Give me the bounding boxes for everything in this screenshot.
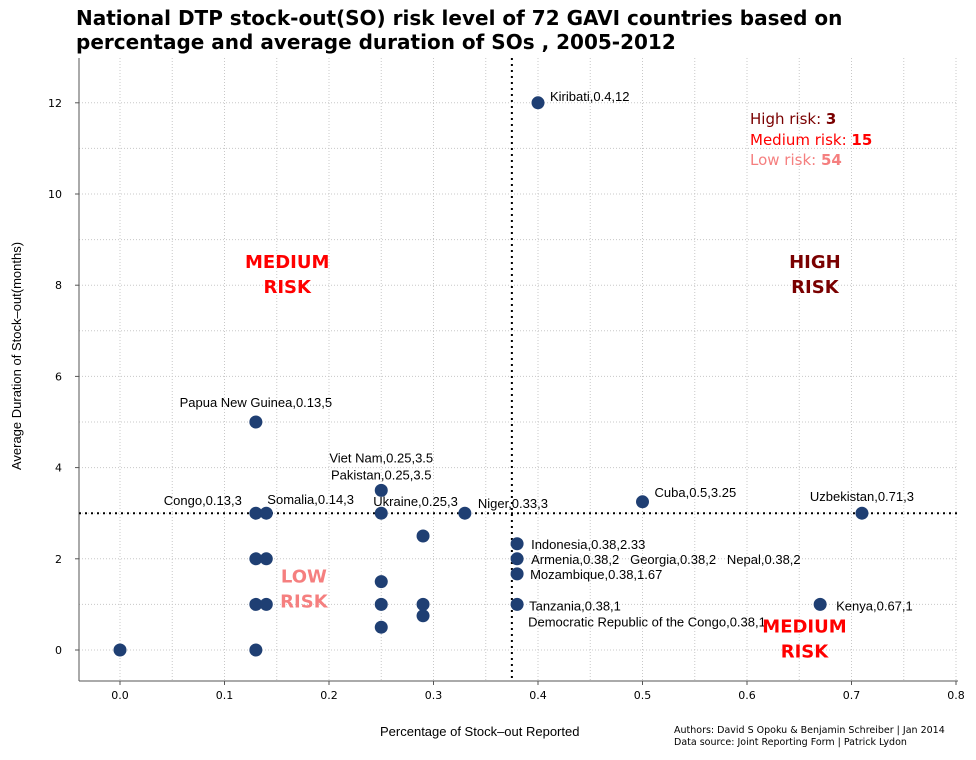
summary-medium-label: Medium risk:	[750, 131, 851, 149]
chart-title: National DTP stock-out(SO) risk level of…	[76, 6, 956, 54]
risk-zone-label: MEDIUM	[245, 252, 329, 273]
data-point	[416, 529, 430, 543]
credits-source: Data source: Joint Reporting Form | Patr…	[674, 737, 907, 748]
point-label: Armenia,0.38,2 Georgia,0.38,2 Nepal,0.38…	[531, 552, 801, 567]
data-point	[249, 552, 263, 566]
x-tick-label: 0.6	[738, 689, 756, 702]
data-point	[259, 597, 273, 611]
data-points	[113, 96, 869, 657]
data-point	[813, 597, 827, 611]
point-label: Kenya,0.67,1	[836, 598, 913, 613]
data-point	[374, 483, 388, 497]
data-point	[636, 495, 649, 509]
data-point	[416, 609, 430, 623]
x-tick-label: 0.8	[947, 689, 965, 702]
y-tick-label: 0	[55, 644, 62, 657]
x-axis-label: Percentage of Stock–out Reported	[380, 724, 580, 739]
summary-high: High risk: 3	[750, 110, 836, 128]
y-tick-label: 8	[55, 279, 62, 292]
risk-zone-label: RISK	[280, 591, 329, 612]
data-point	[249, 597, 263, 611]
summary-high-count: 3	[826, 110, 836, 128]
point-label: Viet Nam,0.25,3.5	[329, 450, 433, 465]
summary-low-label: Low risk:	[750, 151, 821, 169]
data-point	[374, 506, 388, 520]
point-label: Pakistan,0.25,3.5	[331, 467, 431, 482]
risk-zone-labels: MEDIUM RISK HIGH RISK LOW RISK MEDIUM RISK	[245, 252, 847, 663]
summary-medium: Medium risk: 15	[750, 131, 872, 149]
point-label: Democratic Republic of the Congo,0.38,1	[528, 614, 766, 629]
chart-title-line2: percentage and average duration of SOs ,…	[76, 30, 676, 54]
data-point	[510, 597, 524, 611]
data-point	[259, 552, 273, 566]
x-tick-label: 0.2	[320, 689, 338, 702]
data-point	[374, 597, 388, 611]
point-label: Kiribati,0.4,12	[550, 89, 630, 104]
point-label: Papua New Guinea,0.13,5	[180, 395, 333, 410]
grid-lines	[79, 58, 958, 681]
threshold-lines	[79, 58, 958, 681]
x-tick-label: 0.4	[529, 689, 547, 702]
risk-zone-label: LOW	[281, 566, 327, 587]
data-point	[510, 567, 524, 581]
data-point	[855, 506, 869, 520]
data-point	[416, 597, 430, 611]
point-label: Uzbekistan,0.71,3	[810, 489, 914, 504]
point-label: Congo,0.13,3	[164, 493, 242, 508]
risk-zone-label: RISK	[781, 642, 830, 663]
point-label: Cuba,0.5,3.25	[655, 485, 737, 500]
risk-zone-label: MEDIUM	[762, 617, 846, 638]
y-tick-label: 6	[55, 370, 62, 383]
x-tick-label: 0.0	[111, 689, 129, 702]
axes: 0.0 0.1 0.2 0.3 0.4 0.5 0.6 0.7 0.8 0 2 4 6 8 10 12	[48, 58, 965, 702]
y-tick-label: 2	[55, 553, 62, 566]
data-point	[249, 415, 263, 429]
point-labels: Kiribati,0.4,12 Papua New Guinea,0.13,5 Vi…	[164, 89, 914, 630]
risk-summary: High risk: 3 Medium risk: 15 Low risk: 5…	[750, 110, 872, 169]
summary-high-label: High risk:	[750, 110, 826, 128]
y-tick-label: 12	[48, 97, 62, 110]
y-tick-label: 4	[55, 462, 62, 475]
summary-low-count: 54	[821, 151, 842, 169]
credits-authors: Authors: David S Opoku & Benjamin Schrei…	[674, 725, 945, 736]
risk-zone-label: RISK	[791, 277, 840, 298]
point-label: Mozambique,0.38,1.67	[530, 567, 662, 582]
point-label: Tanzania,0.38,1	[529, 598, 621, 613]
chart-title-line1: National DTP stock-out(SO) risk level of…	[76, 6, 843, 30]
data-point	[374, 620, 388, 634]
x-tick-label: 0.7	[843, 689, 861, 702]
data-point	[113, 643, 127, 657]
summary-low: Low risk: 54	[750, 151, 842, 169]
y-tick-label: 10	[48, 188, 62, 201]
x-tick-label: 0.3	[425, 689, 443, 702]
point-label: Ukraine,0.25,3	[373, 494, 458, 509]
data-point	[259, 506, 273, 520]
risk-zone-label: RISK	[263, 277, 312, 298]
data-point	[531, 96, 545, 110]
point-label: Niger,0.33,3	[478, 496, 548, 511]
x-tick-label: 0.1	[216, 689, 234, 702]
data-point	[510, 537, 524, 551]
point-label: Indonesia,0.38,2.33	[531, 537, 645, 552]
summary-medium-count: 15	[851, 131, 872, 149]
data-point	[249, 643, 263, 657]
data-point	[510, 552, 524, 566]
data-point	[374, 575, 388, 589]
y-axis-label: Average Duration of Stock–out(months)	[9, 242, 24, 470]
x-tick-label: 0.5	[634, 689, 652, 702]
risk-zone-label: HIGH	[789, 252, 841, 273]
data-point	[458, 506, 472, 520]
credits: Authors: David S Opoku & Benjamin Schrei…	[674, 725, 945, 749]
data-point	[249, 506, 263, 520]
point-label: Somalia,0.14,3	[267, 492, 354, 507]
